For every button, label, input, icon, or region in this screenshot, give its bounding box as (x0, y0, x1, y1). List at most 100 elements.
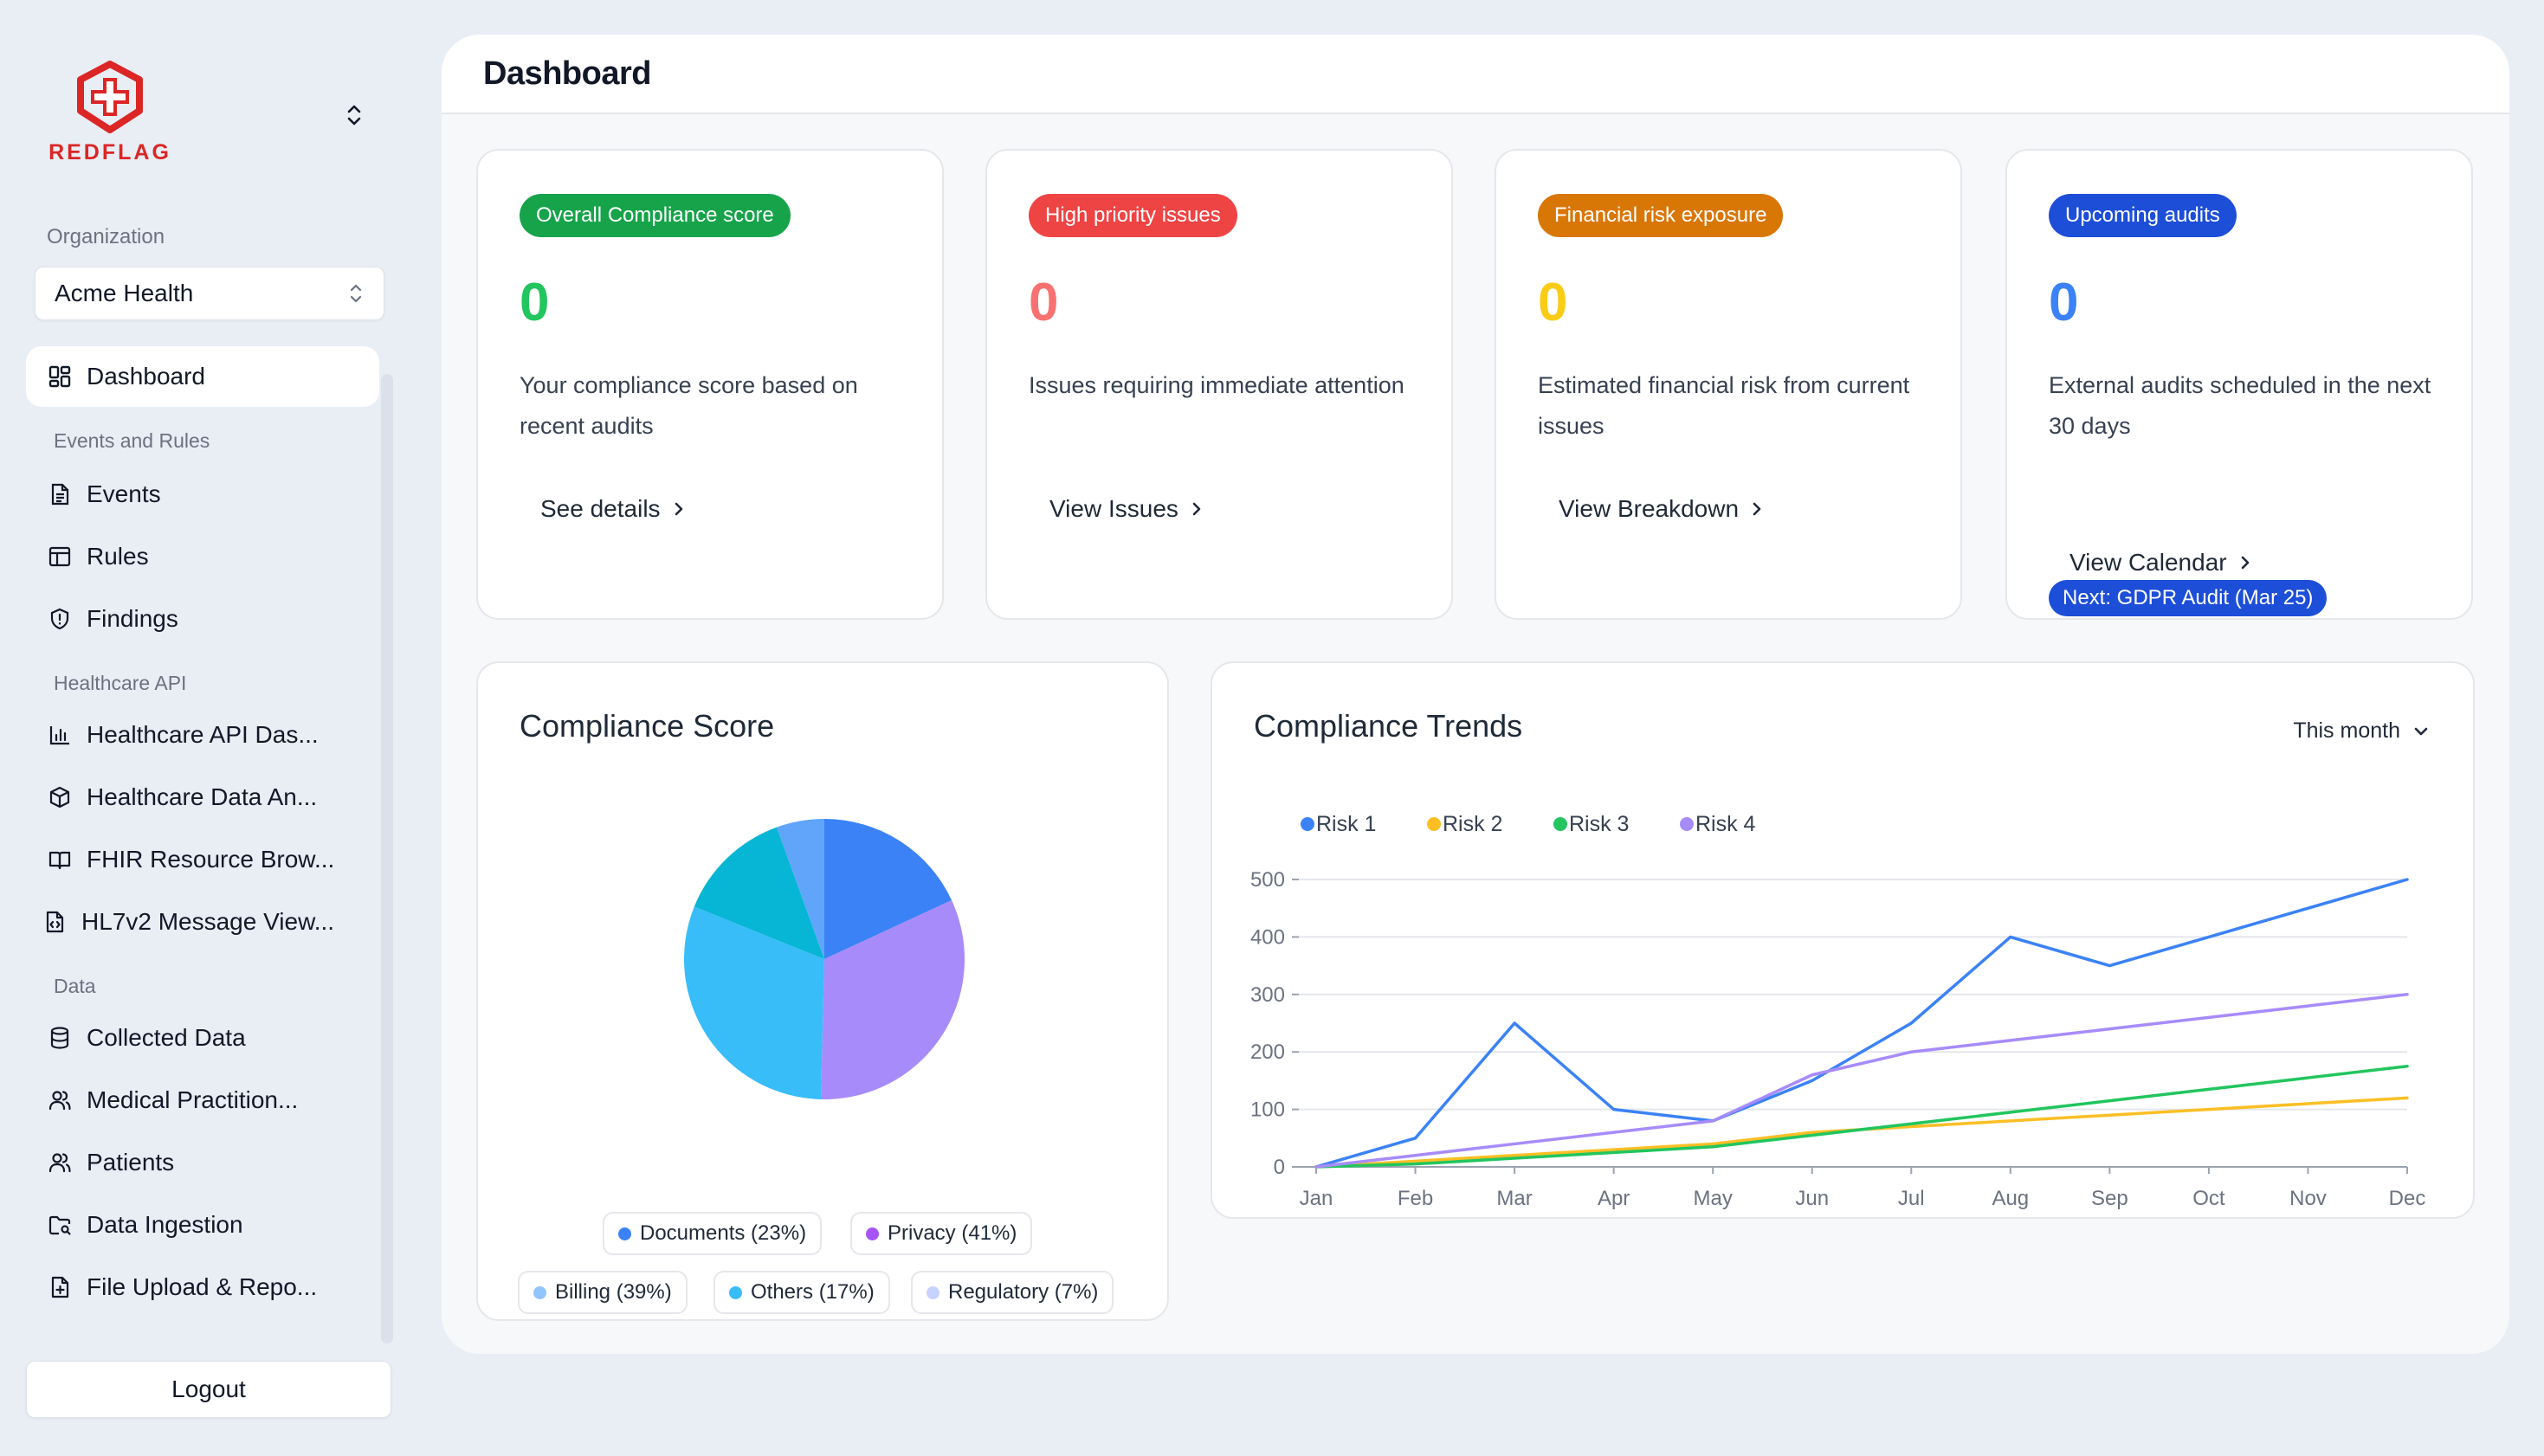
pie-slice-privacy[interactable] (820, 900, 965, 1099)
sidebar-item-events[interactable]: Events (26, 464, 379, 525)
logout-button[interactable]: Logout (26, 1361, 391, 1418)
database-icon (47, 1025, 73, 1051)
stat-card-upcoming-audits: Upcoming audits 0 External audits schedu… (2005, 149, 2473, 620)
legend-label[interactable]: Risk 4 (1695, 812, 1756, 836)
y-tick-label: 400 (1250, 925, 1285, 949)
chevron-right-icon (1192, 502, 1201, 516)
document-icon (47, 481, 73, 507)
link-label: View Calendar (2069, 549, 2227, 576)
legend-dot (533, 1285, 546, 1299)
organization-selected-value: Acme Health (55, 280, 194, 306)
stat-value: 0 (1538, 273, 1568, 332)
workspace-switcher-button[interactable] (345, 102, 364, 128)
y-tick-label: 200 (1250, 1040, 1285, 1064)
time-range-select[interactable]: This month (2293, 718, 2430, 744)
legend-label: Regulatory (7%) (948, 1280, 1099, 1304)
sidebar-item-findings[interactable]: Findings (26, 589, 379, 649)
card-title: Compliance Score (520, 708, 775, 744)
stat-description: Estimated financial risk from current is… (1538, 372, 1910, 439)
legend-chip-regulatory[interactable]: Regulatory (7%) (911, 1271, 1114, 1314)
sidebar-item-file-upload-reports[interactable]: File Upload & Repo... (26, 1257, 379, 1317)
stat-badge: High priority issues (1029, 194, 1237, 237)
sidebar-item-patients[interactable]: Patients (26, 1132, 379, 1193)
sidebar-item-label: Data Ingestion (87, 1211, 243, 1238)
sidebar-item-label: Medical Practition... (87, 1086, 299, 1113)
users-icon (47, 1087, 73, 1113)
stat-value: 0 (1029, 273, 1059, 332)
compliance-trends-line-chart: 0 100 200 300 400 500 Jan Feb Mar Apr May Jun Jul Aug… (1250, 812, 2426, 1210)
sidebar-item-label: Findings (87, 605, 178, 632)
organization-select[interactable]: Acme Health (35, 267, 384, 320)
x-tick-label: Mar (1496, 1187, 1532, 1210)
legend-dot (866, 1227, 879, 1240)
link-label: View Breakdown (1559, 495, 1740, 522)
package-icon (47, 784, 73, 810)
sidebar-item-dashboard[interactable]: Dashboard (26, 346, 379, 407)
legend-label: Others (17%) (751, 1280, 875, 1304)
sidebar-item-label: Healthcare Data An... (87, 783, 318, 810)
brand-logo[interactable]: REDFLAG (45, 61, 175, 165)
sidebar-item-collected-data[interactable]: Collected Data (26, 1008, 379, 1068)
legend-chip-others[interactable]: Others (17%) (713, 1271, 890, 1314)
x-tick-label: Feb (1398, 1187, 1433, 1210)
legend-chip-privacy[interactable]: Privacy (41%) (850, 1212, 1033, 1255)
series-line-risk-3[interactable] (1314, 1065, 2409, 1169)
brand-name: REDFLAG (48, 140, 171, 164)
folder-search-icon (47, 1212, 73, 1238)
stat-description: Your compliance score based on recent au… (520, 372, 858, 439)
x-tick-label: Jan (1300, 1187, 1333, 1210)
series-line-risk-4[interactable] (1314, 993, 2409, 1169)
sidebar-item-healthcare-data-analytics[interactable]: Healthcare Data An... (26, 767, 379, 828)
sidebar: REDFLAG Organization Acme Health Dashboa… (0, 0, 416, 1456)
legend-chip-documents[interactable]: Documents (23%) (603, 1212, 823, 1255)
legend-label[interactable]: Risk 3 (1569, 812, 1629, 836)
legend-dot (927, 1285, 939, 1299)
nav-section-data: Data (54, 975, 96, 997)
legend-chip-billing[interactable]: Billing (39%) (518, 1271, 688, 1314)
sidebar-item-healthcare-api-dashboard[interactable]: Healthcare API Das... (26, 705, 379, 765)
legend-label[interactable]: Risk 2 (1443, 812, 1502, 836)
sidebar-item-data-ingestion[interactable]: Data Ingestion (26, 1195, 379, 1255)
nav-section-healthcare-api: Healthcare API (54, 672, 187, 694)
legend-dot (618, 1227, 631, 1240)
legend-dot (1427, 817, 1441, 831)
x-tick-label: Jul (1898, 1187, 1925, 1210)
y-tick-label: 300 (1250, 983, 1285, 1007)
chevron-up-down-icon (350, 284, 362, 303)
stat-card-financial-risk: Financial risk exposure 0 Estimated fina… (1495, 149, 1962, 620)
view-issues-link[interactable]: View Issues (1049, 495, 1203, 523)
series-line-risk-2[interactable] (1314, 1096, 2409, 1169)
pie-slice-regulatory[interactable] (777, 819, 824, 959)
x-tick-label: Oct (2192, 1187, 2225, 1210)
book-open-icon (47, 847, 73, 873)
see-details-link[interactable]: See details (540, 495, 685, 523)
sidebar-scrollbar[interactable] (381, 374, 393, 1343)
card-title: Compliance Trends (1254, 708, 1523, 744)
table-icon (47, 544, 73, 570)
sidebar-item-label: Healthcare API Das... (87, 721, 319, 748)
x-tick-label: May (1694, 1187, 1733, 1210)
compliance-score-pie-chart (683, 819, 965, 1099)
grid-icon (47, 364, 73, 390)
sidebar-item-medical-practitioners[interactable]: Medical Practition... (26, 1070, 379, 1131)
stat-value: 0 (2049, 273, 2079, 332)
pie-slice-others[interactable] (694, 827, 824, 959)
sidebar-item-label: HL7v2 Message View... (81, 908, 335, 935)
legend-label[interactable]: Risk 1 (1316, 812, 1376, 836)
view-breakdown-link[interactable]: View Breakdown (1559, 495, 1763, 523)
pie-slice-billing[interactable] (683, 906, 824, 1099)
chevron-right-icon (675, 502, 682, 516)
sidebar-item-hl7v2-message-viewer[interactable]: HL7v2 Message View... (26, 892, 379, 952)
sidebar-item-rules[interactable]: Rules (26, 526, 379, 587)
main-panel: Dashboard Overall Compliance score 0 You… (442, 35, 2509, 1354)
x-tick-label: Jun (1795, 1187, 1829, 1210)
stat-badge: Upcoming audits (2049, 194, 2237, 237)
stat-value: 0 (520, 273, 550, 332)
view-calendar-link[interactable]: View Calendar (2069, 549, 2251, 577)
series-line-risk-1[interactable] (1314, 878, 2409, 1169)
file-plus-icon (47, 1274, 73, 1300)
pie-slice-documents[interactable] (824, 819, 952, 959)
legend-label: Billing (39%) (555, 1280, 672, 1304)
x-tick-label: Dec (2389, 1187, 2426, 1210)
sidebar-item-fhir-resource-browser[interactable]: FHIR Resource Brow... (26, 829, 379, 890)
